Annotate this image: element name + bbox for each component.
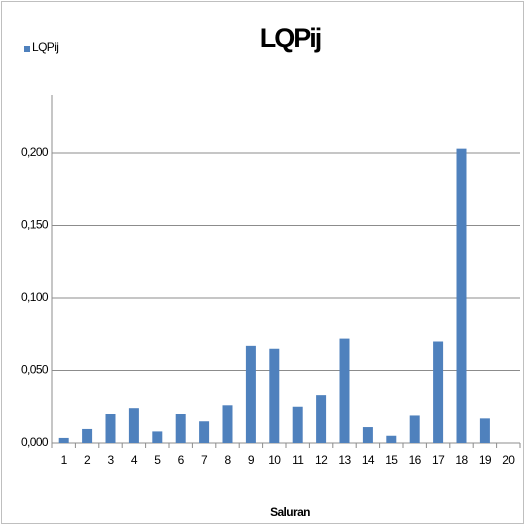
chart-title: LQPij (260, 23, 321, 53)
y-tick-label: 0,150 (21, 218, 49, 232)
bar (105, 414, 116, 443)
x-tick-label: 14 (362, 453, 375, 467)
bar (245, 345, 256, 443)
bar (316, 395, 327, 443)
x-tick-label: 8 (224, 453, 231, 467)
bar (479, 418, 490, 443)
x-tick-label: 16 (409, 453, 422, 467)
x-tick-label: 9 (248, 453, 255, 467)
bar (339, 338, 350, 443)
bar (152, 431, 163, 443)
bar (199, 421, 210, 443)
y-tick-label: 0,100 (21, 290, 49, 304)
bar (292, 406, 303, 443)
legend-swatch (24, 46, 30, 52)
x-tick-label: 1 (61, 453, 68, 467)
y-tick-label: 0,000 (21, 435, 49, 449)
x-tick-label: 15 (385, 453, 398, 467)
x-tick-label: 13 (338, 453, 351, 467)
x-tick-label: 20 (502, 453, 515, 467)
x-tick-label: 18 (455, 453, 468, 467)
bar (58, 437, 69, 443)
bar (82, 428, 93, 443)
bar (128, 408, 139, 443)
x-tick-label: 5 (154, 453, 161, 467)
bar (456, 148, 467, 443)
bar (433, 341, 444, 443)
bar (362, 427, 373, 443)
x-tick-label: 6 (178, 453, 185, 467)
x-tick-label: 7 (201, 453, 208, 467)
x-tick-label: 12 (315, 453, 328, 467)
x-axis-label: Saluran (270, 505, 310, 519)
x-tick-label: 4 (131, 453, 138, 467)
bar (175, 414, 186, 443)
bar (386, 435, 397, 443)
x-tick-label: 19 (479, 453, 492, 467)
bar (222, 405, 233, 443)
x-tick-label: 11 (292, 453, 304, 467)
legend-label: LQPij (32, 40, 58, 54)
x-tick-label: 3 (107, 453, 114, 467)
bar (409, 415, 420, 443)
bar (269, 348, 280, 443)
y-tick-label: 0,200 (21, 145, 49, 159)
x-tick-label: 10 (268, 453, 281, 467)
y-tick-label: 0,050 (21, 363, 49, 377)
x-tick-label: 2 (84, 453, 91, 467)
x-tick-label: 17 (432, 453, 445, 467)
